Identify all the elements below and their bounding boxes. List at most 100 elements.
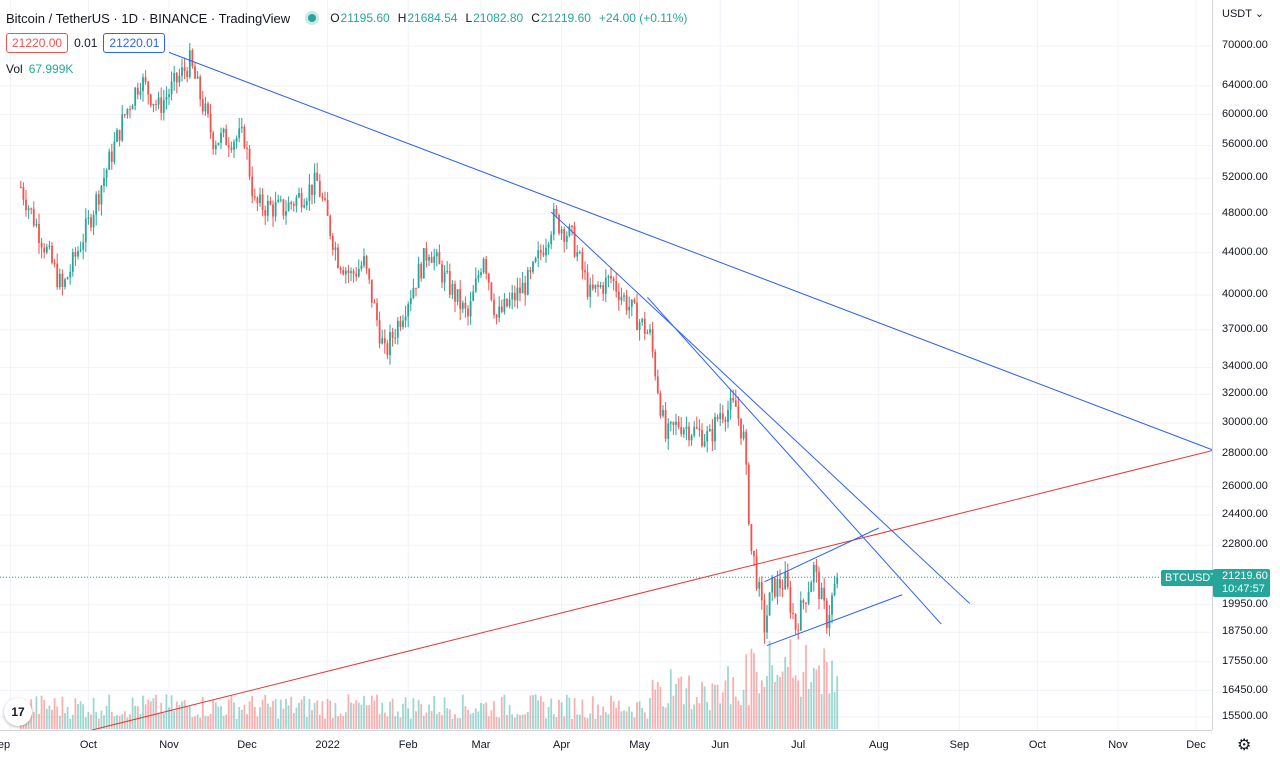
volume-bar [126, 717, 129, 729]
candle-body [498, 306, 501, 318]
candle-body [724, 419, 727, 422]
candle-body [784, 571, 787, 590]
candle-body [781, 588, 784, 590]
candle-body [430, 257, 433, 263]
time-axis[interactable] [0, 730, 1212, 761]
volume-bar [758, 693, 761, 729]
volume-bar [48, 705, 51, 729]
currency-selector[interactable]: USDT ⌄ [1222, 7, 1264, 20]
candle-body [404, 316, 407, 321]
tradingview-logo-icon[interactable]: 17 [4, 698, 32, 726]
trendline-blue [647, 296, 942, 625]
candle-body [248, 148, 251, 177]
candle-body [100, 185, 103, 205]
candle-body [43, 247, 46, 253]
candle-body [474, 278, 477, 292]
time-tick-label: 2022 [315, 739, 340, 751]
time-tick-label: Dec [237, 739, 257, 751]
candle-body [19, 186, 22, 188]
price-tick-label: 17550.00 [1222, 654, 1268, 667]
price-axis[interactable] [1212, 0, 1280, 730]
candle-body [701, 430, 703, 447]
candle-body [243, 126, 246, 148]
volume-bar [656, 681, 659, 729]
volume-bar [448, 709, 451, 729]
volume-bar [573, 698, 576, 729]
candle-body [97, 194, 100, 205]
buy-button[interactable]: 21220.01 [103, 33, 166, 53]
chevron-down-icon: ⌄ [1254, 8, 1265, 20]
volume-bar [745, 654, 748, 729]
volume-bar [773, 682, 776, 729]
volume-label: Vol [6, 62, 23, 76]
volume-bar [331, 718, 334, 729]
volume-bar [454, 714, 456, 729]
candle-body [664, 409, 667, 439]
candle-body [394, 337, 397, 339]
volume-bar [155, 694, 157, 729]
volume-bar [771, 665, 774, 729]
trendline-blue [168, 51, 1212, 451]
symbol-title[interactable]: Bitcoin / TetherUS · 1D · BINANCE · Trad… [6, 10, 291, 26]
price-tick-label: 48000.00 [1222, 206, 1268, 219]
volume-bar [90, 714, 92, 729]
candle-body [669, 422, 672, 424]
candle-body [38, 223, 40, 243]
candle-body [539, 250, 542, 253]
volume-bar [110, 711, 113, 729]
candle-body [797, 629, 800, 631]
volume-legend[interactable]: Vol 67.999K [6, 62, 73, 76]
volume-bar [680, 676, 683, 729]
volume-bar [591, 696, 594, 729]
volume-bar [415, 711, 417, 729]
candle-body [610, 276, 612, 279]
high-label: H [397, 11, 407, 25]
volume-bar [594, 718, 597, 729]
candle-body [378, 320, 381, 344]
candle-body [35, 223, 38, 226]
candle-body [454, 283, 456, 302]
candle-body [32, 208, 35, 226]
candle-body [482, 258, 485, 273]
volume-bar [279, 699, 282, 729]
price-chart[interactable] [0, 0, 1212, 730]
volume-bar [131, 697, 134, 729]
volume-bar [519, 715, 521, 729]
volume-bar [357, 702, 360, 729]
candle-body [282, 199, 285, 216]
volume-bar [784, 657, 787, 729]
volume-bar [123, 711, 126, 729]
trendlines [90, 51, 1212, 730]
candle-body [196, 76, 199, 79]
candle-body [688, 426, 690, 441]
candle-body [113, 141, 116, 162]
volume-bar [547, 706, 550, 729]
volume-bar [194, 716, 196, 729]
candle-body [493, 299, 495, 315]
candle-body [246, 147, 248, 149]
price-tick-label: 26000.00 [1222, 479, 1268, 492]
volume-bar [40, 695, 43, 729]
candle-body [126, 108, 129, 115]
volume-bar [116, 715, 118, 729]
volume-bar [256, 716, 259, 729]
volume-bar [443, 697, 446, 729]
candle-body [428, 257, 430, 261]
sell-button[interactable]: 21220.00 [6, 33, 69, 53]
candle-body [58, 273, 61, 288]
candle-body [807, 591, 810, 604]
candle-body [347, 270, 350, 273]
candle-body [747, 464, 750, 525]
gear-icon[interactable]: ⚙ [1237, 737, 1252, 754]
volume-bar [82, 704, 85, 729]
volume-bar [493, 701, 495, 729]
candle-body [181, 67, 183, 76]
candle-body [630, 299, 633, 307]
volume-bar [58, 715, 61, 729]
candle-body [204, 103, 207, 112]
candle-body [334, 247, 337, 250]
volume-bar [542, 701, 545, 729]
candle-body [277, 199, 280, 202]
volume-bar [274, 699, 277, 729]
candle-body [233, 141, 235, 150]
